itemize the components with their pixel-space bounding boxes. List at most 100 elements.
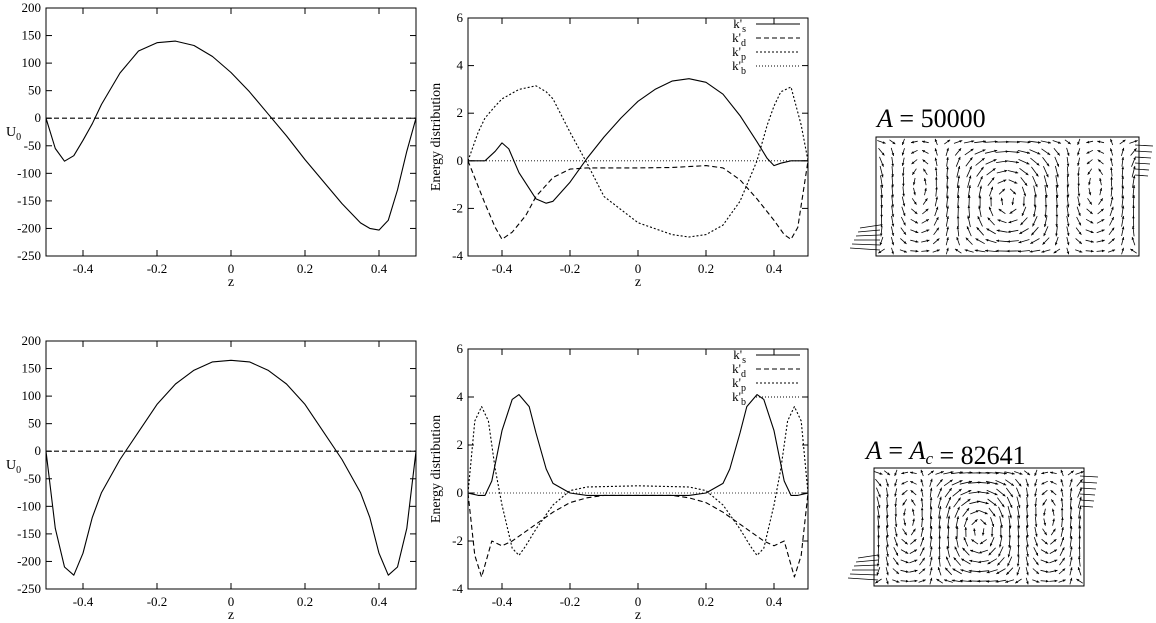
flow-arrow-head — [935, 186, 938, 190]
flow-arrow-head — [971, 539, 975, 542]
flow-arrow-head — [946, 166, 949, 170]
flow-arrow-head — [1062, 579, 1066, 582]
y-tick-label: 4 — [457, 389, 464, 404]
flow-arrow-head — [1121, 205, 1125, 209]
flow-arrow-head — [1007, 563, 1010, 567]
flow-arrow-head — [1034, 493, 1037, 497]
series-k-prime-p — [468, 85, 808, 238]
flow-arrow — [1079, 499, 1095, 502]
flow-arrow-head — [965, 237, 969, 241]
flow-arrow-head — [891, 233, 895, 236]
flow-arrow-head — [937, 567, 941, 571]
flow-arrow-head — [990, 543, 993, 547]
flow-arrow-head — [969, 480, 972, 484]
flow-arrow-head — [1043, 224, 1047, 227]
flow-arrow-head — [1067, 141, 1071, 145]
flow-arrow-head — [955, 526, 959, 529]
flow-arrow-head — [892, 141, 896, 145]
flow-arrow-head — [1090, 249, 1094, 253]
flow-arrow-head — [977, 570, 981, 573]
flow-arrow-head — [1131, 237, 1135, 240]
flow-arrow-head — [1043, 522, 1047, 526]
flow-arrow-head — [939, 479, 943, 482]
flow-arrow-head — [1060, 479, 1064, 483]
flow-arrow-head — [905, 579, 909, 583]
flow-arrow-head — [1001, 504, 1005, 508]
flow-arrow-head — [1042, 241, 1046, 245]
flow-arrow-head — [878, 250, 882, 254]
flow-arrow-head — [886, 535, 889, 538]
flow-arrow-head — [1132, 215, 1135, 219]
flow-arrow-head — [940, 471, 944, 474]
flow-arrow-head — [985, 249, 988, 253]
flow-arrow-head — [974, 249, 978, 252]
plot-frame — [45, 340, 417, 590]
flow-arrow-head — [1066, 214, 1070, 218]
flow-arrow-head — [952, 568, 956, 572]
flow-arrow-head — [964, 249, 968, 252]
flow-arrow-head — [935, 176, 938, 180]
flow-arrow-head — [895, 543, 898, 547]
x-tick-label: 0.2 — [297, 594, 313, 609]
y-tick-label: 100 — [22, 55, 42, 70]
flow-arrow-head — [1046, 174, 1049, 178]
flow-arrow-head — [1000, 525, 1003, 528]
flow-arrow-head — [1016, 563, 1020, 567]
flow-arrow-head — [920, 507, 924, 511]
flow-arrow-head — [912, 518, 915, 522]
flow-arrow-head — [967, 205, 971, 208]
flow-arrow-head — [985, 239, 989, 242]
flow-arrow-head — [939, 496, 942, 500]
flow-arrow-head — [930, 546, 933, 550]
flow-arrow-head — [992, 168, 996, 171]
flow-arrow-head — [905, 570, 909, 573]
flow-arrow-head — [894, 493, 897, 497]
flow-arrow-head — [886, 504, 889, 508]
flow-arrow-head — [995, 580, 999, 583]
flow-arrow-head — [910, 481, 914, 484]
y-axis-label: Energy distribution — [429, 83, 444, 191]
flow-arrow-head — [996, 571, 1000, 574]
flow-arrow-head — [1060, 469, 1064, 473]
y-tick-label: -250 — [17, 248, 41, 263]
flow-arrow-head — [1050, 490, 1054, 493]
flow-arrow-head — [1070, 478, 1073, 482]
flow-arrow-head — [1045, 560, 1049, 564]
flow-arrow-head — [930, 567, 933, 571]
flow-arrow-head — [1021, 213, 1025, 216]
flow-arrow-head — [971, 140, 975, 143]
flow-arrow-head — [946, 216, 949, 219]
flow-arrow-head — [1026, 535, 1029, 538]
flow-arrow-head — [1026, 494, 1029, 498]
flow-arrow-head — [1041, 482, 1045, 485]
flow-arrow-head — [891, 251, 894, 255]
flow-arrow-head — [881, 152, 885, 156]
flow-field-panel-top: A = 50000 — [849, 104, 1154, 257]
flow-arrow-head — [968, 175, 972, 179]
flow-arrow-head — [1131, 226, 1135, 229]
flow-arrow-head — [1047, 152, 1051, 155]
flow-arrow-head — [1024, 182, 1028, 186]
flow-arrow-head — [949, 479, 953, 483]
flow-arrow-head — [961, 558, 965, 562]
flow-arrow-head — [1089, 201, 1092, 205]
flow-arrow-head — [911, 508, 915, 512]
flow-arrow — [855, 559, 879, 563]
flow-arrow-head — [935, 196, 938, 200]
flow-arrow-head — [902, 183, 905, 187]
flow-arrow-head — [968, 579, 972, 583]
flow-arrow-head — [948, 506, 951, 510]
flow-arrow — [1079, 505, 1094, 508]
x-tick-label: 0 — [228, 261, 235, 276]
flow-arrow — [855, 234, 881, 237]
flow-arrow-head — [1041, 492, 1045, 495]
flow-arrow-head — [1020, 222, 1024, 226]
flow-arrow-head — [1130, 248, 1134, 252]
series-k-prime-s — [468, 78, 808, 204]
flow-arrow-head — [999, 544, 1002, 548]
flow-arrow-head — [938, 556, 941, 560]
flow-arrow-head — [912, 528, 916, 532]
flow-arrow-head — [946, 556, 949, 560]
flow-arrow-head — [1001, 514, 1004, 518]
